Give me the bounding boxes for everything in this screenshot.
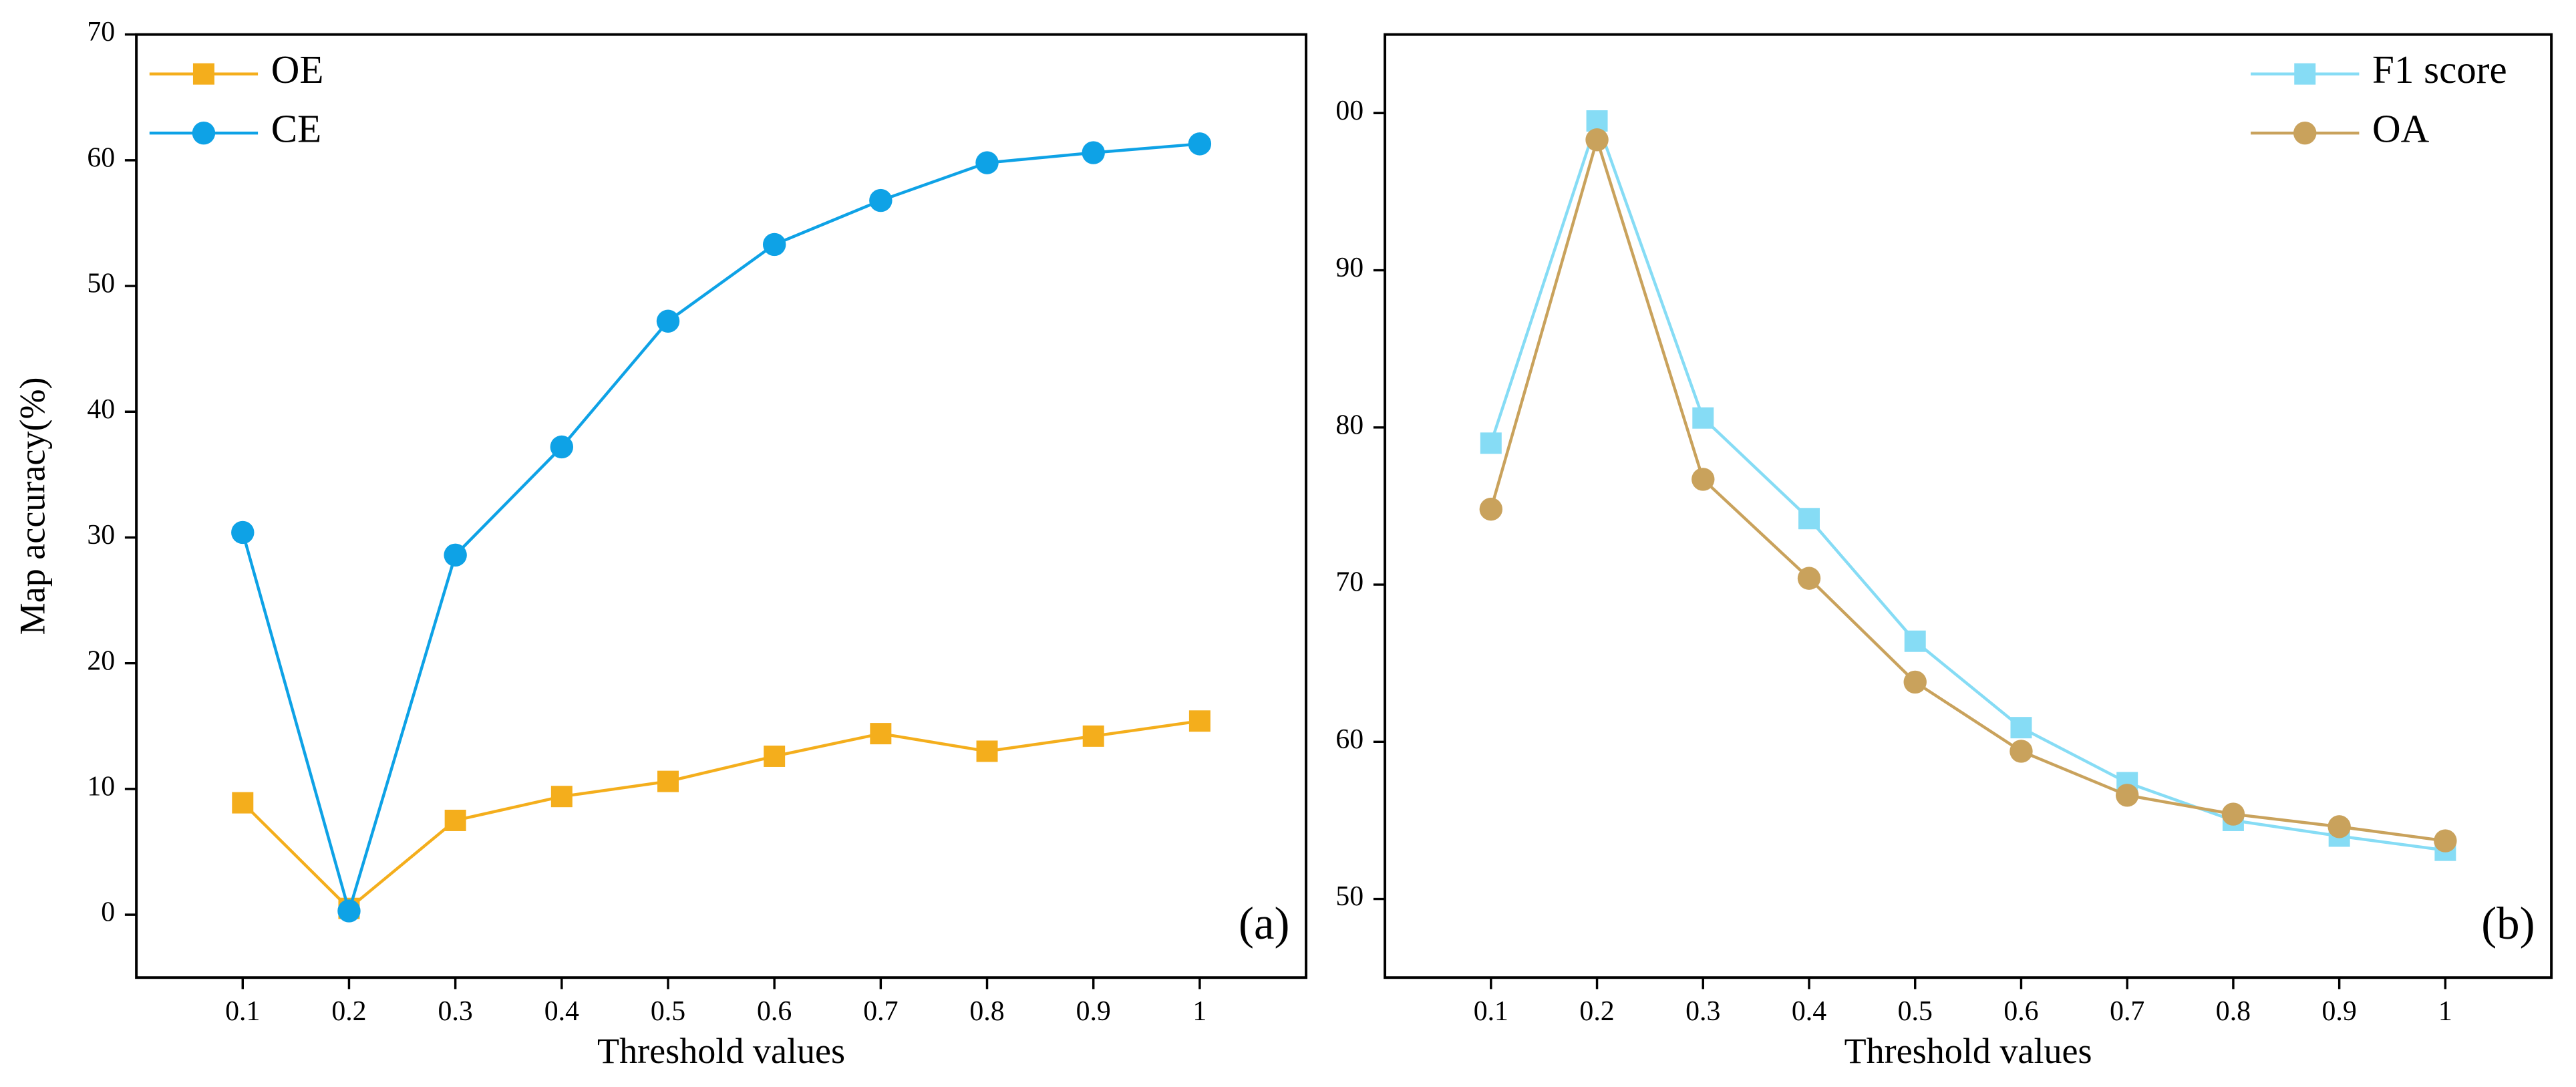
y-axis-label: Map accuracy(%) — [13, 377, 53, 635]
marker — [1480, 432, 1502, 454]
y-tick-label: 70 — [1335, 567, 1363, 598]
legend-label: F1 score — [2372, 47, 2507, 92]
x-tick-label: 0.5 — [1898, 996, 1933, 1027]
y-tick-label: 40 — [87, 394, 115, 425]
marker — [2294, 63, 2316, 85]
marker — [337, 899, 361, 923]
marker — [1692, 468, 1715, 491]
y-tick-label: 10 — [87, 771, 115, 802]
series-line — [241, 720, 1200, 911]
marker — [2115, 784, 2139, 807]
panel-tag: (a) — [1239, 898, 1289, 949]
plot-frame — [135, 33, 1308, 979]
marker — [764, 745, 786, 767]
series-line — [241, 142, 1200, 917]
marker — [976, 740, 998, 762]
x-axis-label: Threshold values — [1844, 1031, 2092, 1071]
x-tick-label: 0.3 — [1685, 996, 1720, 1027]
y-tick-label: 50 — [1335, 881, 1363, 912]
marker — [192, 121, 216, 145]
panel-tag: (b) — [2481, 898, 2535, 949]
marker — [2293, 121, 2317, 145]
y-tick-label: 30 — [87, 520, 115, 551]
x-tick-label: 0.2 — [331, 996, 366, 1027]
marker — [1585, 128, 1609, 152]
marker — [444, 809, 466, 831]
marker — [2221, 802, 2245, 826]
y-tick-label: 80 — [1335, 410, 1363, 440]
y-tick-label: 50 — [87, 269, 115, 299]
marker — [1904, 630, 1926, 652]
y-tick-label: 60 — [87, 142, 115, 173]
y-tick-label: 0 — [101, 897, 115, 928]
x-tick-label: 1 — [1192, 996, 1206, 1027]
marker — [1082, 725, 1104, 747]
x-tick-label: 0.7 — [2110, 996, 2144, 1027]
marker — [1903, 670, 1927, 694]
marker — [550, 786, 573, 808]
marker — [1082, 141, 1105, 164]
marker — [869, 188, 893, 212]
marker — [444, 543, 467, 567]
marker — [550, 435, 574, 459]
series-line — [1489, 116, 2446, 852]
marker — [1188, 710, 1211, 732]
x-tick-label: 0.7 — [863, 996, 898, 1027]
marker — [2434, 829, 2457, 852]
x-tick-label: 0.1 — [225, 996, 260, 1027]
marker — [2009, 740, 2033, 763]
marker — [1692, 407, 1714, 429]
marker — [657, 770, 679, 792]
plot-frame — [1384, 33, 2553, 979]
marker — [1797, 567, 1821, 590]
marker — [762, 232, 786, 257]
marker — [231, 520, 255, 545]
marker — [2327, 815, 2351, 838]
y-tick-label: 90 — [1335, 253, 1363, 283]
x-tick-label: 0.8 — [969, 996, 1004, 1027]
x-tick-label: 0.4 — [544, 996, 579, 1027]
x-tick-label: 0.4 — [1792, 996, 1826, 1027]
legend-label: OA — [2372, 107, 2430, 151]
marker — [656, 309, 680, 333]
x-tick-label: 0.6 — [757, 996, 792, 1027]
marker — [1798, 508, 1820, 530]
legend-label: OE — [271, 47, 324, 92]
marker — [975, 151, 999, 174]
marker — [1188, 132, 1212, 156]
marker — [192, 63, 214, 85]
series-line — [1489, 134, 2446, 842]
marker — [2010, 717, 2032, 739]
marker — [232, 792, 254, 814]
x-tick-label: 0.6 — [2003, 996, 2038, 1027]
x-tick-label: 0.3 — [438, 996, 473, 1027]
legend-label: CE — [271, 107, 321, 151]
x-tick-label: 0.1 — [1474, 996, 1508, 1027]
y-tick-label: 70 — [87, 17, 115, 47]
y-tick-label: 00 — [1335, 96, 1363, 126]
marker — [1479, 497, 1503, 521]
x-tick-label: 0.9 — [1076, 996, 1111, 1027]
marker — [870, 723, 892, 745]
x-tick-label: 0.5 — [651, 996, 685, 1027]
x-tick-label: 1 — [2438, 996, 2452, 1027]
x-tick-label: 0.2 — [1579, 996, 1614, 1027]
x-tick-label: 0.9 — [2322, 996, 2357, 1027]
marker — [1586, 110, 1608, 132]
y-tick-label: 20 — [87, 645, 115, 676]
x-axis-label: Threshold values — [597, 1031, 845, 1071]
y-tick-label: 60 — [1335, 724, 1363, 755]
x-tick-label: 0.8 — [2216, 996, 2251, 1027]
